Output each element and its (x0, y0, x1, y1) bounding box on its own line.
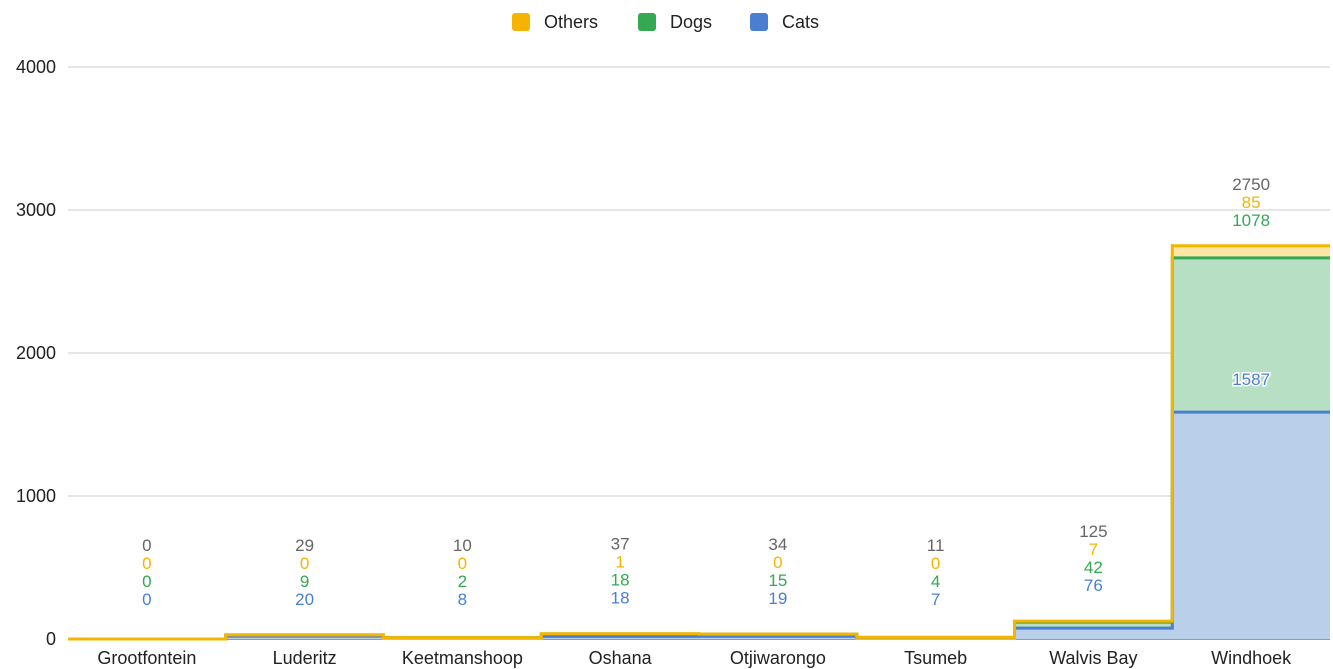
series-areas (68, 245, 1330, 640)
data-label-cats: 18 (611, 589, 630, 608)
x-tick-label: Walvis Bay (1049, 648, 1137, 668)
legend: Others Dogs Cats (512, 12, 819, 32)
legend-label: Others (544, 12, 598, 32)
total-label: 125 (1079, 522, 1107, 541)
legend-label: Cats (782, 12, 819, 32)
data-label-others: 7 (1089, 540, 1098, 559)
legend-swatch-dogs (638, 13, 656, 31)
total-label: 0 (142, 536, 151, 555)
line-cats (68, 410, 1330, 641)
line-others (68, 244, 1330, 641)
x-tick-label: Grootfontein (97, 648, 196, 668)
x-tick-label: Luderitz (273, 648, 337, 668)
legend-label: Dogs (670, 12, 712, 32)
y-tick-label: 0 (46, 629, 56, 649)
data-label-others: 0 (931, 554, 940, 573)
total-label: 11 (927, 536, 945, 555)
data-label-cats: 1587 (1232, 370, 1270, 389)
data-label-dogs: 1078 (1232, 211, 1270, 230)
x-tick-label: Tsumeb (904, 648, 967, 668)
legend-swatch-cats (750, 13, 768, 31)
total-label: 34 (768, 535, 787, 554)
data-label-others: 1 (615, 553, 624, 572)
gridlines (68, 66, 1330, 640)
x-axis: Grootfontein Luderitz Keetmanshoop Oshana Ot… (97, 648, 1292, 668)
y-tick-label: 4000 (16, 57, 56, 77)
total-label: 2750 (1232, 175, 1270, 194)
series-lines (68, 244, 1330, 641)
y-tick-label: 2000 (16, 343, 56, 363)
y-tick-label: 3000 (16, 200, 56, 220)
area-cats (68, 412, 1330, 639)
data-label-dogs: 4 (931, 572, 940, 591)
x-tick-label: Oshana (589, 648, 653, 668)
total-label: 29 (295, 536, 314, 555)
legend-item-dogs: Dogs (638, 12, 712, 32)
data-label-cats: 0 (142, 590, 151, 609)
data-label-dogs: 9 (300, 572, 309, 591)
y-tick-label: 1000 (16, 486, 56, 506)
data-label-cats: 8 (458, 590, 467, 609)
data-label-others: 0 (142, 554, 151, 573)
line-dogs (68, 256, 1330, 641)
legend-swatch-others (512, 13, 530, 31)
data-label-others: 85 (1242, 193, 1261, 212)
data-label-dogs: 15 (768, 571, 787, 590)
data-label-dogs: 2 (458, 572, 467, 591)
legend-item-cats: Cats (750, 12, 819, 32)
data-label-others: 0 (773, 553, 782, 572)
data-label-dogs: 0 (142, 572, 151, 591)
data-label-cats: 76 (1084, 576, 1103, 595)
x-tick-label: Otjiwarongo (730, 648, 826, 668)
data-label-others: 0 (300, 554, 309, 573)
legend-item-others: Others (512, 12, 598, 32)
data-labels: 0000209029820101818137191503474011764271… (142, 175, 1271, 609)
x-tick-label: Windhoek (1211, 648, 1292, 668)
y-axis: 0 1000 2000 3000 4000 (16, 57, 56, 649)
x-tick-label: Keetmanshoop (402, 648, 523, 668)
total-label: 37 (611, 535, 630, 554)
data-label-cats: 19 (768, 589, 787, 608)
area-dogs (68, 257, 1330, 639)
data-label-cats: 7 (931, 590, 940, 609)
data-label-dogs: 18 (611, 571, 630, 590)
area-others (68, 245, 1330, 640)
total-label: 10 (453, 536, 472, 555)
data-label-others: 0 (458, 554, 467, 573)
data-label-dogs: 42 (1084, 558, 1103, 577)
data-label-cats: 20 (295, 590, 314, 609)
